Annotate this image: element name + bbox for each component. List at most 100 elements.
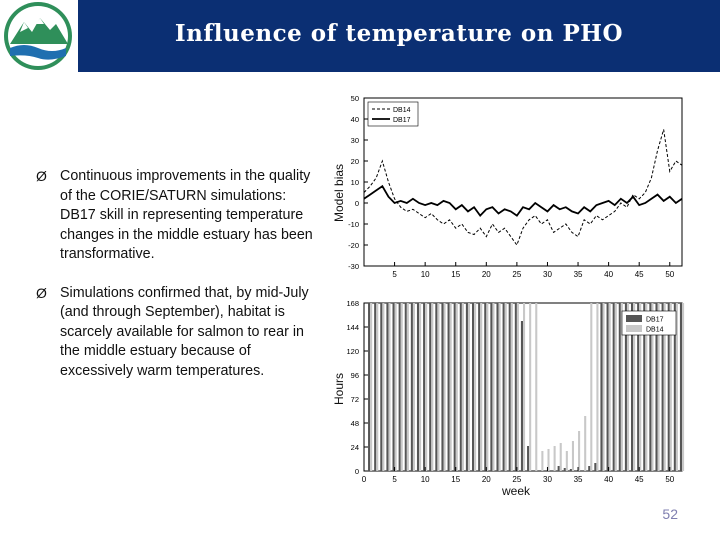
y-tick-label: -20 <box>348 241 359 250</box>
bar-db14 <box>565 451 568 471</box>
bar-db17 <box>423 303 426 471</box>
bar-db14 <box>443 303 446 471</box>
bar-db14 <box>510 303 513 471</box>
bar-db17 <box>649 303 652 471</box>
bar-db14 <box>467 303 471 471</box>
bar-db14 <box>682 303 685 471</box>
y-tick-label: -30 <box>348 262 359 271</box>
mountain-river-logo <box>4 2 72 70</box>
legend-label: DB17 <box>646 317 664 324</box>
bar-db14 <box>437 303 440 471</box>
bar-db14 <box>388 303 391 471</box>
series-line-db14 <box>363 129 683 247</box>
bar-db17 <box>484 303 487 471</box>
y-tick-label: 72 <box>351 395 359 404</box>
bar-db14 <box>657 303 660 471</box>
x-tick-label: 50 <box>665 270 674 279</box>
x-tick-label: 10 <box>421 270 430 279</box>
x-tick-label: 35 <box>574 475 583 484</box>
bar-db14 <box>474 303 477 471</box>
bar-db17 <box>453 303 456 471</box>
bar-db14 <box>547 449 550 471</box>
bar-db14 <box>516 303 519 471</box>
bar-db14 <box>535 303 538 471</box>
bullet-list: Ø Continuous improvements in the quality… <box>36 167 322 400</box>
y-tick-label: 96 <box>351 371 359 380</box>
bar-db17 <box>600 303 603 471</box>
bar-db14 <box>461 303 464 471</box>
x-tick-label: 25 <box>512 475 521 484</box>
bar-db14 <box>633 303 636 471</box>
bar-db17 <box>386 303 389 471</box>
bar-db17 <box>490 303 493 471</box>
bar-db17 <box>643 303 646 471</box>
bar-db17 <box>380 303 383 471</box>
x-tick-label: 35 <box>574 270 583 279</box>
header: Influence of temperature on PHO <box>0 0 720 72</box>
bar-db14 <box>455 303 458 471</box>
bar-db17 <box>404 303 407 471</box>
series-line-db17 <box>363 184 683 217</box>
bar-db17 <box>527 446 530 471</box>
bar-db17 <box>435 303 438 471</box>
bar-db14 <box>541 451 544 471</box>
bar-db14 <box>626 303 630 471</box>
bias-line-chart: -30 -20 -10 0 10 20 30 40 50 5 10 15 20 25 30 35 40 45 50 D… <box>348 94 683 279</box>
x-tick-label: 40 <box>604 475 613 484</box>
bar-db17 <box>655 303 658 471</box>
bar-db17 <box>471 303 475 471</box>
y-tick-label: -10 <box>348 220 359 229</box>
bullet-item: Ø Simulations confirmed that, by mid-Jul… <box>36 284 322 382</box>
bullet-item: Ø Continuous improvements in the quality… <box>36 167 322 265</box>
bar-db17 <box>520 321 523 471</box>
bar-db17 <box>514 303 517 471</box>
bar-db14 <box>376 303 379 471</box>
bar-db17 <box>630 303 634 471</box>
bar-db14 <box>449 303 452 471</box>
bar-db17 <box>508 303 511 471</box>
x-tick-label: 10 <box>421 475 430 484</box>
bar-db14 <box>412 303 416 471</box>
y-tick-label: 30 <box>351 136 359 145</box>
bar-db17 <box>447 303 450 471</box>
bar-db14 <box>523 303 526 471</box>
x-tick-label: 40 <box>604 270 613 279</box>
bar-db14 <box>584 416 587 471</box>
bar-db17 <box>374 303 377 471</box>
bar-db14 <box>498 303 501 471</box>
bar-db14 <box>480 303 483 471</box>
y-tick-label: 120 <box>346 347 359 356</box>
x-tick-label: 15 <box>451 270 460 279</box>
bar-db14 <box>675 303 678 471</box>
legend-swatch <box>626 325 642 332</box>
x-tick-label: 15 <box>451 475 460 484</box>
bar-db17 <box>612 303 615 471</box>
bar-db17 <box>502 303 505 471</box>
bar-db17 <box>416 303 420 471</box>
y-tick-label: 24 <box>351 443 359 452</box>
y-tick-label: 0 <box>355 199 359 208</box>
x-tick-label: 30 <box>543 475 552 484</box>
bar-db14 <box>614 303 617 471</box>
x-tick-label: 45 <box>635 270 644 279</box>
page-title: Influence of temperature on PHO <box>174 20 624 47</box>
bar-db17 <box>563 468 566 471</box>
bar-db14 <box>639 303 642 471</box>
bar-db14 <box>394 303 397 471</box>
bar-db17 <box>624 303 627 471</box>
bar-db17 <box>429 303 432 471</box>
y-tick-label: 20 <box>351 157 359 166</box>
bar-db14 <box>608 303 611 471</box>
x-tick-label: 20 <box>482 475 491 484</box>
bullet-text: Continuous improvements in the quality o… <box>60 168 313 262</box>
bar-db14 <box>529 303 532 471</box>
bullet-text: Simulations confirmed that, by mid-July … <box>60 284 309 379</box>
bar-db17 <box>569 469 572 471</box>
bar-db17 <box>618 303 621 471</box>
x-tick-label: 20 <box>482 270 491 279</box>
y-tick-label: 50 <box>351 94 359 103</box>
y-tick-label: 48 <box>351 419 359 428</box>
bar-db14 <box>651 303 654 471</box>
bar-db14 <box>425 303 428 471</box>
bar-db14 <box>602 303 605 471</box>
